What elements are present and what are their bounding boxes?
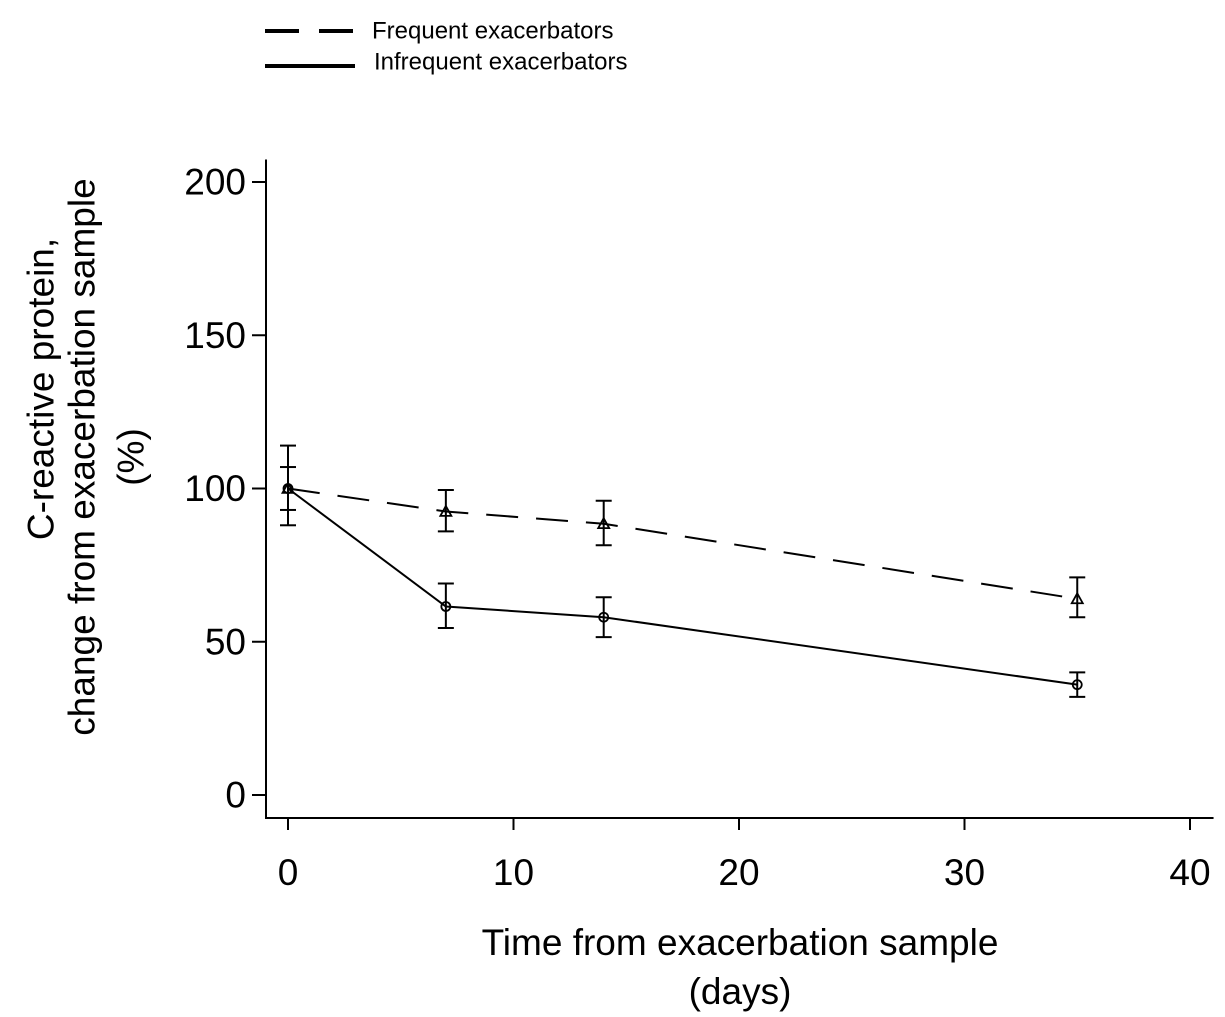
legend-label-infrequent: Infrequent exacerbators — [374, 49, 628, 76]
y-tick-label: 200 — [184, 162, 246, 203]
x-axis-title: Time from exacerbation sample (days) — [482, 922, 999, 1012]
series-frequent — [280, 466, 1086, 619]
x-axis-title-line-1: Time from exacerbation sample — [482, 922, 999, 963]
axes — [265, 159, 1214, 819]
error-bar-infrequent — [280, 444, 296, 527]
x-axis-title-line-2: (days) — [689, 971, 792, 1012]
x-tick-label: 40 — [1169, 852, 1210, 893]
data-point-frequent — [1070, 591, 1085, 605]
y-tick-label: 50 — [205, 621, 246, 662]
y-axis-title-line-2: change from exacerbation sample — [62, 178, 103, 735]
x-tick-label: 0 — [278, 852, 299, 893]
data-point-infrequent — [1071, 679, 1083, 691]
error-bar-frequent — [1069, 576, 1086, 619]
error-bar-frequent — [437, 489, 454, 533]
x-tick-label: 10 — [493, 852, 534, 893]
error-bar-infrequent — [437, 582, 454, 629]
y-axis-title-line-1: C-reactive protein, — [21, 238, 62, 540]
series-line-infrequent — [287, 487, 1078, 686]
y-tick-label: 150 — [184, 315, 246, 356]
y-axis-title: C-reactive protein, change from exacerba… — [21, 178, 152, 735]
series-infrequent — [280, 444, 1086, 698]
error-bar-frequent — [595, 499, 612, 547]
data-point-infrequent — [282, 483, 294, 494]
series-layer — [280, 444, 1086, 698]
x-axis-ticks: 0 10 20 30 40 — [278, 818, 1211, 893]
x-tick-label: 30 — [944, 852, 985, 893]
data-point-infrequent — [598, 611, 610, 623]
y-axis-ticks: 0 50 100 150 200 — [184, 162, 266, 816]
data-point-frequent — [438, 504, 453, 517]
x-tick-label: 20 — [718, 852, 759, 893]
data-point-infrequent — [440, 601, 452, 612]
data-point-frequent — [596, 516, 611, 530]
legend: Frequent exacerbators Infrequent exacerb… — [265, 18, 628, 76]
y-tick-label: 0 — [225, 775, 246, 816]
y-tick-label: 100 — [184, 468, 246, 509]
error-bar-infrequent — [1069, 671, 1086, 698]
series-line-frequent — [287, 487, 1078, 600]
error-bar-infrequent — [595, 596, 612, 639]
y-axis-title-line-3: (%) — [111, 428, 152, 486]
legend-label-frequent: Frequent exacerbators — [372, 18, 613, 45]
